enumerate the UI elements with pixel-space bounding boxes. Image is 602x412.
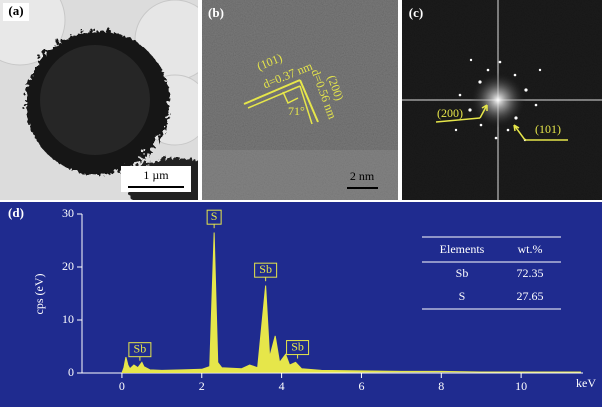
annotation: (101) (535, 122, 561, 136)
spectrum (121, 232, 582, 374)
y-axis-title: cps (eV) (32, 274, 46, 315)
panel-label: (a) (8, 3, 23, 18)
table-header: Elements (440, 242, 485, 256)
table-cell: S (459, 289, 466, 303)
scale-bar-label: 2 nm (350, 169, 375, 183)
x-tick-label: 8 (438, 379, 444, 393)
x-tick-label: 0 (119, 379, 125, 393)
peak-label: Sb (134, 341, 147, 355)
panel-label: (b) (208, 5, 224, 20)
table-cell: 72.35 (517, 266, 544, 280)
y-tick-label: 0 (68, 365, 74, 379)
panel-b: (101) d=0.37 nm 71° (200) d=0.56 nm 2 nm… (202, 0, 398, 200)
scale-bar-label: 1 µm (143, 168, 169, 182)
y-tick-label: 20 (62, 259, 74, 273)
chart-background (0, 202, 602, 407)
panel-label: (c) (409, 5, 423, 20)
x-axis-title: keV (576, 376, 596, 390)
panel-a: 1 µm (a) (0, 0, 198, 200)
annotation: 71° (288, 104, 305, 118)
x-tick-label: 4 (279, 379, 285, 393)
peak-label: S (211, 209, 218, 223)
table-cell: 27.65 (517, 289, 544, 303)
peak-label: Sb (291, 339, 304, 353)
x-tick-label: 10 (515, 379, 527, 393)
y-tick-label: 10 (62, 312, 74, 326)
annotation: (200) (437, 106, 463, 120)
panel-label: (d) (8, 205, 24, 220)
peak-label: Sb (259, 262, 272, 276)
table-cell: Sb (456, 266, 469, 280)
x-tick-label: 6 (358, 379, 364, 393)
x-tick-label: 2 (199, 379, 205, 393)
table-header: wt.% (518, 242, 543, 256)
table: Elements wt.% Sb 72.35 S 27.65 (422, 236, 561, 310)
y-tick-label: 30 (62, 206, 74, 220)
panel-c: (200) (101) (c) (402, 0, 602, 200)
